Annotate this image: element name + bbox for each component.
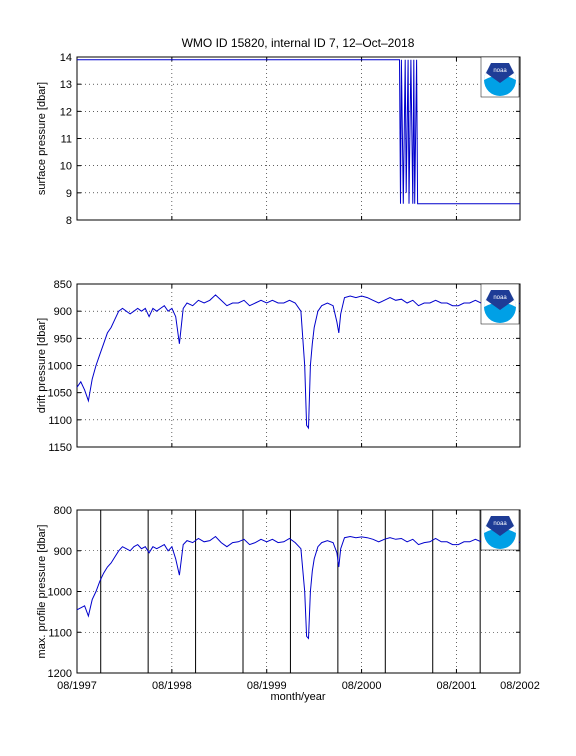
- x-tick-label: 08/1998: [152, 680, 192, 692]
- x-tick-label: 08/1997: [57, 680, 97, 692]
- chart-title: WMO ID 15820, internal ID 7, 12–Oct–2018: [182, 36, 415, 50]
- y-tick-label: 1000: [48, 587, 72, 599]
- axes-frame: [76, 56, 521, 221]
- axes-frame: [76, 509, 521, 674]
- y-tick-label: 14: [60, 52, 72, 64]
- noaa-logo: noaa: [480, 509, 520, 551]
- y-tick-label: 900: [54, 546, 72, 558]
- noaa-logo: noaa: [480, 283, 520, 325]
- panel-drift: 850 900 950 1000 1050 1100 1150 drift pressure …: [36, 279, 521, 454]
- y-axis-label: max. profile pressure [dbar]: [36, 525, 48, 659]
- y-tick-label: 13: [60, 79, 72, 91]
- y-tick-label: 1050: [48, 388, 72, 400]
- y-tick-label: 10: [60, 161, 72, 173]
- noaa-logo-text: noaa: [493, 295, 507, 301]
- y-tick-label: 850: [54, 279, 72, 291]
- y-tick-label: 800: [54, 505, 72, 517]
- y-tick-label: 1150: [48, 442, 72, 454]
- y-axis-label: surface pressure [dbar]: [36, 82, 48, 195]
- y-tick-label: 11: [61, 134, 72, 146]
- y-tick-label: 1000: [48, 361, 72, 373]
- x-tick-label: 08/2002: [500, 680, 540, 692]
- y-tick-label: 1200: [48, 668, 72, 680]
- y-tick-label: 12: [60, 106, 72, 118]
- y-tick-label: 1100: [48, 627, 72, 639]
- y-tick-label: 8: [66, 215, 72, 227]
- series-line: [77, 59, 520, 205]
- x-axis-label: month/year: [270, 691, 325, 703]
- y-tick-label: 1100: [48, 415, 72, 427]
- x-tick-label: 08/1999: [247, 680, 287, 692]
- y-tick-label: 950: [54, 333, 72, 345]
- x-tick-label: 08/2000: [342, 680, 382, 692]
- y-axis-label: drift pressure [dbar]: [36, 318, 48, 413]
- noaa-logo: noaa: [480, 56, 520, 98]
- y-tick-label: 9: [66, 188, 72, 200]
- y-tick-label: 900: [54, 306, 72, 318]
- x-tick-label: 08/2001: [437, 680, 477, 692]
- noaa-logo-text: noaa: [493, 521, 507, 527]
- panel-surface: 14 13 12 11 10 9 8 surface pressure [dbar] noaa: [36, 52, 521, 227]
- noaa-logo-text: noaa: [493, 68, 507, 74]
